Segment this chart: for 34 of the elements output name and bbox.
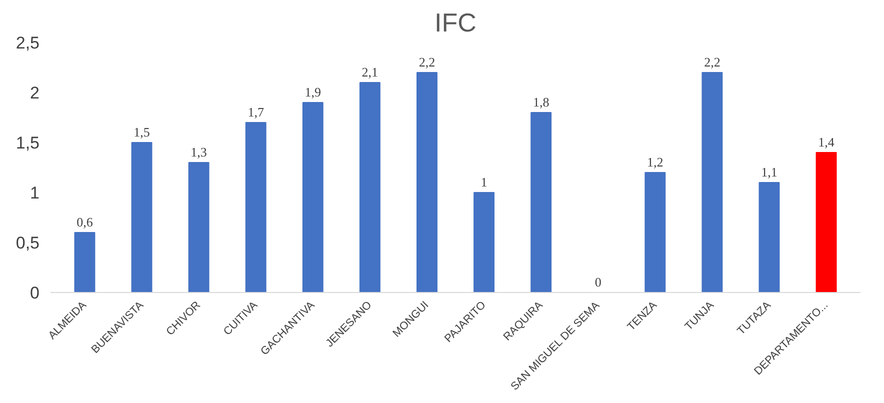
- data-label: 1,1: [761, 164, 778, 180]
- data-label: 1,8: [532, 94, 550, 110]
- bar: [245, 122, 266, 292]
- y-tick-label: 1,5: [16, 134, 40, 152]
- bar: [74, 232, 96, 292]
- data-label: 1,4: [818, 134, 835, 150]
- bar: [644, 172, 666, 292]
- chart-title: IFC: [434, 8, 476, 38]
- y-tick-label: 2: [30, 84, 40, 102]
- bar: [530, 112, 552, 292]
- y-tick-label: 2,5: [16, 34, 40, 52]
- y-tick-label: 1: [30, 184, 40, 202]
- bar: [359, 82, 380, 292]
- y-tick-label: 0,5: [16, 234, 40, 252]
- data-label: 1,9: [304, 84, 322, 100]
- y-tick-label: 0: [30, 284, 40, 302]
- bar: [131, 142, 152, 292]
- bar: [474, 192, 495, 292]
- bar: [816, 152, 837, 292]
- bar: [416, 72, 438, 292]
- data-label: 1,2: [647, 154, 664, 170]
- bar: [302, 102, 324, 292]
- data-label: 2,2: [704, 54, 720, 70]
- data-label: 2,2: [418, 54, 436, 70]
- bar: [702, 72, 723, 292]
- bar: [758, 182, 780, 292]
- data-label: 1: [480, 174, 488, 190]
- data-label: 0,6: [76, 214, 94, 230]
- data-label: 2,1: [362, 64, 378, 80]
- data-label: 1,5: [134, 124, 150, 140]
- bar: [188, 162, 210, 292]
- data-label: 1,3: [190, 144, 207, 160]
- data-label: 0: [594, 274, 602, 290]
- data-label: 1,7: [248, 104, 264, 120]
